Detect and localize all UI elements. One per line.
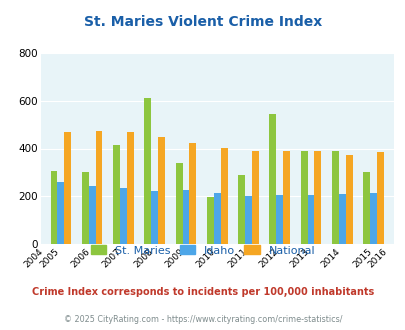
Bar [345, 155, 352, 244]
Bar [189, 143, 196, 244]
Bar [338, 194, 345, 244]
Legend: St. Maries, Idaho, National: St. Maries, Idaho, National [86, 241, 319, 260]
Bar [362, 172, 369, 244]
Text: St. Maries Violent Crime Index: St. Maries Violent Crime Index [84, 15, 321, 29]
Bar [151, 191, 158, 244]
Text: Crime Index corresponds to incidents per 100,000 inhabitants: Crime Index corresponds to incidents per… [32, 287, 373, 297]
Bar [282, 151, 289, 244]
Bar [58, 182, 64, 244]
Bar [307, 195, 313, 244]
Bar [369, 193, 376, 244]
Bar [213, 193, 220, 244]
Bar [276, 195, 282, 244]
Bar [182, 190, 189, 244]
Bar [144, 98, 151, 244]
Bar [158, 137, 164, 244]
Bar [175, 163, 182, 244]
Bar [245, 196, 251, 244]
Bar [238, 175, 245, 244]
Bar [64, 132, 71, 244]
Bar [126, 132, 133, 244]
Bar [313, 151, 320, 244]
Bar [82, 172, 89, 244]
Bar [251, 151, 258, 244]
Text: © 2025 CityRating.com - https://www.cityrating.com/crime-statistics/: © 2025 CityRating.com - https://www.city… [64, 315, 341, 324]
Bar [113, 145, 120, 244]
Bar [96, 131, 102, 244]
Bar [220, 148, 227, 244]
Bar [300, 151, 307, 244]
Bar [51, 171, 58, 244]
Bar [89, 185, 96, 244]
Bar [120, 188, 126, 244]
Bar [376, 152, 383, 244]
Bar [269, 114, 276, 244]
Bar [207, 197, 213, 244]
Bar [331, 151, 338, 244]
